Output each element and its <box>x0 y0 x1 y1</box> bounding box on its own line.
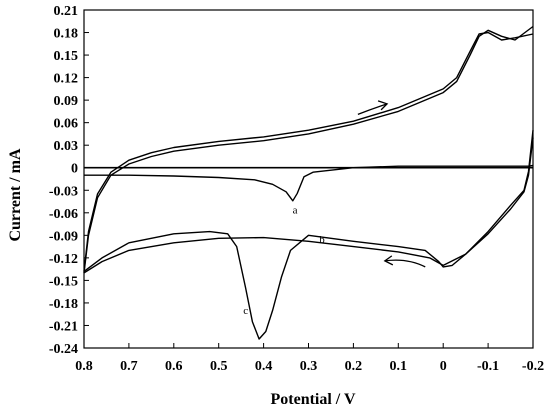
y-tick-label: -0.06 <box>49 207 78 222</box>
y-tick-label: -0.21 <box>49 319 78 334</box>
y-tick-label: -0.15 <box>49 274 78 289</box>
y-ticks: 0.21 0.18 0.15 0.12 0.09 0.06 0.03 0 -0.03 -0.06 -… <box>49 4 89 357</box>
scan-arrows <box>357 100 426 268</box>
curve-label-c: c <box>243 305 248 317</box>
x-tick-label: -0.2 <box>522 359 544 374</box>
y-tick-label: 0.15 <box>54 49 79 64</box>
y-tick-label: 0.18 <box>54 27 79 42</box>
y-tick-label: 0.06 <box>54 117 79 132</box>
series-group <box>83 25 534 340</box>
x-tick-label: 0.1 <box>390 359 408 374</box>
y-tick-label: -0.12 <box>49 252 78 267</box>
series-line-cv-3 <box>83 25 534 273</box>
forward-scan-arrow <box>357 103 388 116</box>
x-tick-label: 0.5 <box>210 359 228 374</box>
y-tick-label: 0.12 <box>54 72 79 87</box>
series-line-cv-4 <box>83 31 534 272</box>
x-tick-label: 0.4 <box>255 359 273 374</box>
y-tick-label: -0.09 <box>49 229 78 244</box>
y-tick-label: 0.21 <box>54 4 79 19</box>
x-tick-label: 0.8 <box>75 359 93 374</box>
series-line-a <box>84 164 534 202</box>
y-tick-label: -0.03 <box>49 184 78 199</box>
x-tick-label: 0.2 <box>345 359 363 374</box>
y-tick-label: 0 <box>71 162 78 177</box>
forward-scan-arrow-head <box>377 100 389 111</box>
y-tick-label: 0.09 <box>54 94 79 109</box>
x-tick-label: 0.3 <box>300 359 318 374</box>
y-tick-label: -0.24 <box>49 342 78 357</box>
y-tick-label: 0.03 <box>54 139 79 154</box>
reverse-scan-arrow <box>384 259 426 268</box>
x-tick-label: 0.6 <box>165 359 183 374</box>
curve-label-b: b <box>319 234 325 246</box>
reverse-scan-arrow-head <box>383 255 394 266</box>
x-ticks: 0.8 0.7 0.6 0.5 0.4 0.3 0.2 0.1 0 -0.1 -0.2 <box>75 343 544 374</box>
series-line-b <box>83 130 534 274</box>
x-tick-label: 0 <box>440 359 447 374</box>
series-line-c <box>83 137 534 340</box>
curve-label-a: a <box>293 205 298 217</box>
y-axis-title: Current / mA <box>7 148 24 241</box>
x-tick-label: 0.7 <box>120 359 138 374</box>
x-tick-label: -0.1 <box>477 359 499 374</box>
y-tick-label: -0.18 <box>49 297 78 312</box>
annotations: a b c <box>243 205 325 318</box>
x-axis-title: Potential / V <box>270 391 355 408</box>
